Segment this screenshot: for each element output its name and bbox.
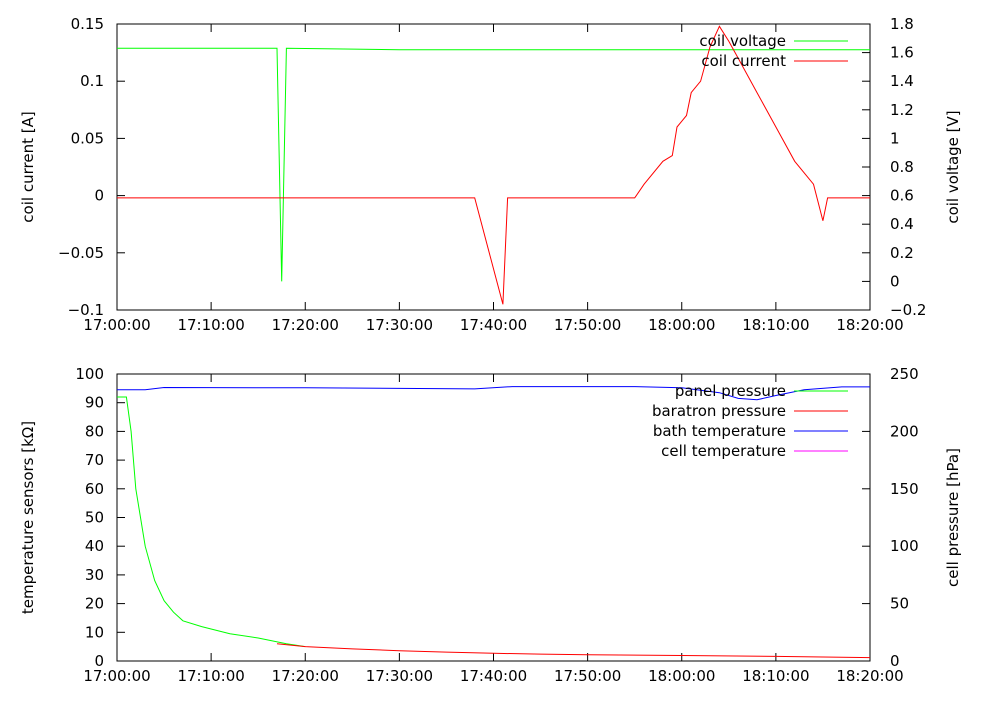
panel1-x-tick-label-2: 17:20:00 bbox=[272, 316, 339, 334]
panel1-x-tick-label-5: 17:50:00 bbox=[554, 316, 621, 334]
panel1-y2-axis-label: coil voltage [V] bbox=[944, 110, 962, 223]
panel1-series-line-1 bbox=[117, 25, 870, 305]
panel2-x-tick-label-1: 17:10:00 bbox=[177, 667, 244, 685]
panel1-y-tick-label-5: −0.1 bbox=[68, 301, 104, 319]
panel1-y-tick-label-3: 0 bbox=[94, 187, 104, 205]
panel1-x-tick-label-6: 18:00:00 bbox=[648, 316, 715, 334]
panel2-legend-label-2: bath temperature bbox=[653, 422, 786, 440]
panel1-series-line-0 bbox=[117, 47, 870, 282]
panel2-y-tick-label-5: 50 bbox=[85, 509, 104, 527]
panel1-y2-tick-label-8: 0.2 bbox=[890, 244, 914, 262]
panel2-y2-tick-label-0: 250 bbox=[890, 365, 919, 383]
panel1-y2-tick-label-1: 1.6 bbox=[890, 44, 914, 62]
panel2-y2-tick-label-3: 100 bbox=[890, 537, 919, 555]
panel2-y-tick-label-3: 70 bbox=[85, 451, 104, 469]
panel1-x-tick-label-8: 18:20:00 bbox=[836, 316, 903, 334]
panel2-y-tick-label-8: 20 bbox=[85, 595, 104, 613]
panel2-x-tick-label-2: 17:20:00 bbox=[272, 667, 339, 685]
panel1-y-tick-label-4: −0.05 bbox=[58, 244, 104, 262]
panel2-y-tick-label-10: 0 bbox=[94, 652, 104, 670]
panel2-x-tick-label-8: 18:20:00 bbox=[836, 667, 903, 685]
panel1-y2-tick-label-3: 1.2 bbox=[890, 101, 914, 119]
panel1-x-tick-label-0: 17:00:00 bbox=[83, 316, 150, 334]
panel1-y-tick-label-2: 0.05 bbox=[71, 129, 104, 147]
panel2-legend-label-0: panel pressure bbox=[675, 382, 786, 400]
panel1-x-tick-label-1: 17:10:00 bbox=[177, 316, 244, 334]
panel2-y2-tick-label-2: 150 bbox=[890, 480, 919, 498]
panel2-y-tick-label-9: 10 bbox=[85, 623, 104, 641]
panel1-y2-tick-label-5: 0.8 bbox=[890, 158, 914, 176]
panel1-y2-tick-label-9: 0 bbox=[890, 272, 900, 290]
panel2-y-tick-label-7: 30 bbox=[85, 566, 104, 584]
panel2-legend-label-3: cell temperature bbox=[661, 442, 786, 460]
panel2-y-axis-label: temperature sensors [kΩ] bbox=[19, 421, 37, 614]
panel1-legend-label-1: coil current bbox=[701, 52, 786, 70]
panel2-y-tick-label-2: 80 bbox=[85, 422, 104, 440]
panel2-x-tick-label-3: 17:30:00 bbox=[366, 667, 433, 685]
panel2-x-tick-label-5: 17:50:00 bbox=[554, 667, 621, 685]
panel2-x-tick-label-0: 17:00:00 bbox=[83, 667, 150, 685]
panel2-series-line-0 bbox=[117, 396, 306, 648]
panel1-y-axis-label: coil current [A] bbox=[19, 111, 37, 222]
panel1-y2-tick-label-7: 0.4 bbox=[890, 215, 914, 233]
panel2-y2-tick-label-4: 50 bbox=[890, 595, 909, 613]
panel2-legend-label-1: baratron pressure bbox=[652, 402, 786, 420]
panel1-legend-label-0: coil voltage bbox=[699, 32, 786, 50]
panel1-y-tick-label-0: 0.15 bbox=[71, 15, 104, 33]
panel2-x-tick-label-4: 17:40:00 bbox=[460, 667, 527, 685]
panel1-y2-tick-label-10: −0.2 bbox=[890, 301, 926, 319]
panel2-y2-tick-label-5: 0 bbox=[890, 652, 900, 670]
panel2-series-line-1 bbox=[276, 643, 871, 659]
panel2-x-tick-label-6: 18:00:00 bbox=[648, 667, 715, 685]
panel2-series-line-2 bbox=[117, 386, 870, 401]
panel1-y2-tick-label-0: 1.8 bbox=[890, 15, 914, 33]
panel2-y2-tick-label-1: 200 bbox=[890, 422, 919, 440]
panel2-y2-axis-label: cell pressure [hPa] bbox=[944, 448, 962, 587]
panel2-x-tick-label-7: 18:10:00 bbox=[742, 667, 809, 685]
panel1-y-tick-label-1: 0.1 bbox=[80, 72, 104, 90]
panel1-x-tick-label-3: 17:30:00 bbox=[366, 316, 433, 334]
panel2-y-tick-label-1: 90 bbox=[85, 394, 104, 412]
panel2-y-tick-label-6: 40 bbox=[85, 537, 104, 555]
panel1-x-tick-label-7: 18:10:00 bbox=[742, 316, 809, 334]
panel2-y-tick-label-0: 100 bbox=[75, 365, 104, 383]
panel2-y-tick-label-4: 60 bbox=[85, 480, 104, 498]
panel1-y2-tick-label-2: 1.4 bbox=[890, 72, 914, 90]
panel1-x-tick-label-4: 17:40:00 bbox=[460, 316, 527, 334]
panel1-y2-tick-label-6: 0.6 bbox=[890, 187, 914, 205]
panel1-y2-tick-label-4: 1 bbox=[890, 129, 900, 147]
